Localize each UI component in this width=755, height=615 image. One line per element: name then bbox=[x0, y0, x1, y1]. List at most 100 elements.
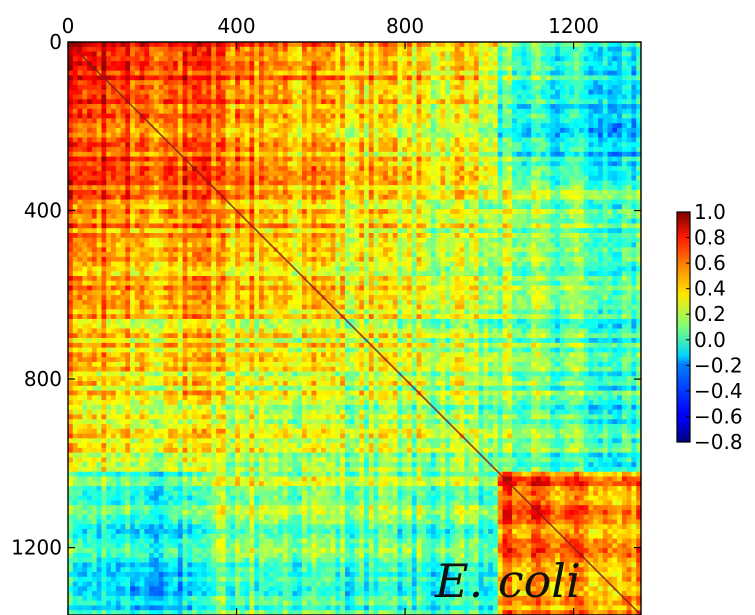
heatmap-cell bbox=[321, 113, 327, 120]
heatmap-cell bbox=[416, 199, 422, 205]
heatmap-cell bbox=[177, 237, 184, 244]
heatmap-cell bbox=[235, 84, 241, 91]
heatmap-cell bbox=[440, 94, 446, 100]
heatmap-cell bbox=[531, 190, 537, 196]
heatmap-cell bbox=[445, 199, 451, 205]
heatmap-cell bbox=[621, 65, 628, 72]
heatmap-cell bbox=[555, 46, 561, 53]
heatmap-cell bbox=[316, 199, 322, 205]
heatmap-cell bbox=[158, 99, 165, 105]
heatmap-cell bbox=[445, 65, 451, 72]
heatmap-cell bbox=[383, 218, 389, 225]
heatmap-cell bbox=[469, 56, 475, 62]
heatmap-cell bbox=[488, 190, 494, 196]
heatmap-cell bbox=[244, 156, 251, 162]
heatmap-cell bbox=[426, 142, 432, 148]
heatmap-cell bbox=[387, 204, 394, 210]
heatmap-cell bbox=[206, 51, 212, 57]
heatmap-cell bbox=[602, 80, 609, 86]
heatmap-cell bbox=[77, 175, 83, 182]
heatmap-cell bbox=[492, 209, 499, 215]
heatmap-cell bbox=[488, 56, 494, 62]
heatmap-cell bbox=[545, 142, 551, 148]
heatmap-cell bbox=[230, 118, 236, 124]
heatmap-cell bbox=[526, 46, 532, 53]
heatmap-cell bbox=[249, 180, 255, 186]
heatmap-cell bbox=[292, 84, 298, 91]
heatmap-cell bbox=[397, 75, 403, 81]
heatmap-cell bbox=[158, 80, 165, 86]
heatmap-cell bbox=[120, 213, 126, 220]
heatmap-cell bbox=[426, 94, 432, 100]
heatmap-cell bbox=[435, 151, 442, 158]
heatmap-cell bbox=[421, 209, 427, 215]
heatmap-cell bbox=[130, 56, 136, 62]
heatmap-cell bbox=[106, 170, 112, 177]
heatmap-cell bbox=[364, 185, 370, 191]
heatmap-cell bbox=[110, 194, 117, 201]
heatmap-cell bbox=[344, 75, 351, 81]
heatmap-cell bbox=[488, 65, 494, 72]
heatmap-cell bbox=[249, 123, 255, 129]
heatmap-cell bbox=[488, 161, 494, 167]
heatmap-cell bbox=[115, 42, 122, 48]
heatmap-cell bbox=[259, 204, 265, 210]
heatmap-cell bbox=[349, 142, 356, 148]
heatmap-cell bbox=[459, 147, 465, 153]
heatmap-cell bbox=[263, 104, 270, 110]
heatmap-cell bbox=[607, 223, 613, 229]
heatmap-cell bbox=[134, 180, 141, 186]
heatmap-cell bbox=[550, 180, 556, 186]
heatmap-cell bbox=[177, 223, 184, 229]
heatmap-cell bbox=[101, 84, 107, 91]
heatmap-cell bbox=[354, 223, 360, 229]
heatmap-cell bbox=[540, 113, 547, 120]
heatmap-cell bbox=[626, 170, 633, 177]
heatmap-cell bbox=[316, 84, 322, 91]
heatmap-cell bbox=[483, 233, 489, 239]
heatmap-cell bbox=[149, 137, 155, 143]
heatmap-cell bbox=[177, 194, 184, 201]
heatmap-cell bbox=[488, 46, 494, 53]
heatmap-cell bbox=[454, 108, 461, 115]
heatmap-cell bbox=[373, 180, 379, 186]
heatmap-cell bbox=[263, 84, 270, 91]
heatmap-cell bbox=[163, 104, 169, 110]
heatmap-cell bbox=[359, 151, 365, 158]
heatmap-cell bbox=[540, 84, 547, 91]
heatmap-cell bbox=[149, 142, 155, 148]
heatmap-cell bbox=[282, 209, 289, 215]
heatmap-cell bbox=[473, 233, 480, 239]
heatmap-cell bbox=[206, 156, 212, 162]
heatmap-cell bbox=[578, 46, 585, 53]
heatmap-cell bbox=[497, 108, 504, 115]
heatmap-cell bbox=[450, 70, 456, 77]
heatmap-cell bbox=[387, 228, 394, 234]
heatmap-cell bbox=[340, 156, 346, 162]
heatmap-cell bbox=[612, 213, 618, 220]
heatmap-cell bbox=[216, 218, 222, 225]
heatmap-cell bbox=[402, 190, 408, 196]
heatmap-cell bbox=[521, 99, 528, 105]
heatmap-cell bbox=[555, 156, 561, 162]
heatmap-cell bbox=[187, 104, 193, 110]
heatmap-cell bbox=[507, 61, 513, 67]
heatmap-cell bbox=[144, 175, 150, 182]
heatmap-cell bbox=[559, 137, 566, 143]
heatmap-cell bbox=[87, 104, 93, 110]
heatmap-cell bbox=[230, 104, 236, 110]
heatmap-cell bbox=[87, 161, 93, 167]
heatmap-cell bbox=[216, 199, 222, 205]
heatmap-cell bbox=[535, 194, 542, 201]
heatmap-cell bbox=[301, 190, 308, 196]
heatmap-cell bbox=[106, 147, 112, 153]
heatmap-cell bbox=[492, 84, 499, 91]
heatmap-cell bbox=[387, 65, 394, 72]
heatmap-cell bbox=[373, 127, 379, 134]
heatmap-cell bbox=[612, 204, 618, 210]
heatmap-cell bbox=[593, 194, 599, 201]
heatmap-cell bbox=[574, 56, 580, 62]
heatmap-cell bbox=[392, 237, 399, 244]
heatmap-cell bbox=[483, 42, 489, 48]
heatmap-cell bbox=[225, 99, 231, 105]
